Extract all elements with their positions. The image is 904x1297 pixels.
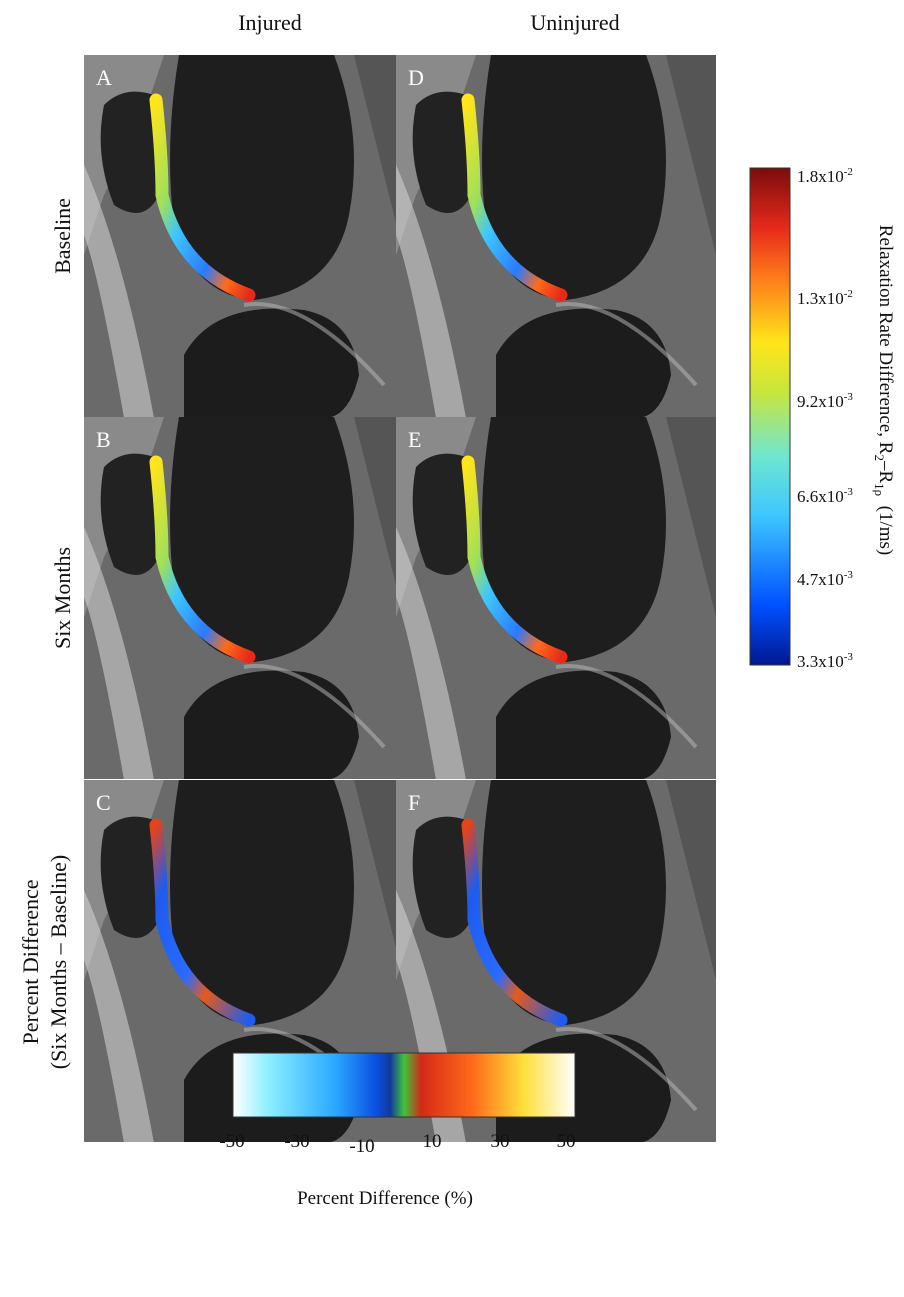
percent-tick-label: -50 xyxy=(219,1131,244,1152)
relaxation-tick-label: 6.6x10-3 xyxy=(797,486,853,506)
column-header: Injured xyxy=(238,10,302,35)
mri-image xyxy=(84,417,404,780)
relaxation-tick-label: 1.3x10-2 xyxy=(797,288,853,308)
knee-anatomy xyxy=(396,55,716,418)
percent-colorbar-label: Percent Difference (%) xyxy=(297,1188,473,1209)
tick-exponent: -2 xyxy=(844,166,853,178)
column-header: Uninjured xyxy=(530,10,619,35)
mri-panel: D xyxy=(396,55,716,418)
relaxation-tick-label: 1.8x10-2 xyxy=(797,166,853,186)
tick-exponent: -3 xyxy=(844,391,854,403)
mri-panel: E xyxy=(396,417,716,780)
panel-letter: E xyxy=(408,427,421,452)
row-label: (Six Months – Baseline) xyxy=(46,855,71,1070)
row-label: Percent Difference xyxy=(18,879,43,1044)
tick-mantissa: 9.2x10 xyxy=(797,392,844,411)
tick-exponent: -2 xyxy=(844,288,853,300)
tick-mantissa: 6.6x10 xyxy=(797,487,844,506)
title-part: Relaxation Rate Difference, R xyxy=(875,225,896,455)
mri-panel: B xyxy=(84,417,404,780)
panel-letter: F xyxy=(408,790,420,815)
mri-panel: A xyxy=(84,55,404,418)
title-sub: 1ρ xyxy=(872,483,887,496)
tick-exponent: -3 xyxy=(844,569,854,581)
knee-anatomy xyxy=(84,417,404,780)
tick-mantissa: 1.3x10 xyxy=(797,289,844,308)
percent-tick-label: 30 xyxy=(491,1131,510,1152)
figure: Injured Uninjured Baseline Six Months Pe… xyxy=(0,0,904,1297)
mri-image xyxy=(84,55,404,418)
percent-tick-label: 50 xyxy=(557,1131,576,1152)
panel-letter: B xyxy=(96,427,111,452)
tick-exponent: -3 xyxy=(844,486,854,498)
mri-image xyxy=(396,417,716,780)
tick-mantissa: 1.8x10 xyxy=(797,167,844,186)
row-label: Baseline xyxy=(50,198,75,274)
title-part: (1/ms) xyxy=(875,496,896,555)
panel-letter: D xyxy=(408,65,424,90)
relaxation-tick-label: 9.2x10-3 xyxy=(797,391,853,411)
relaxation-tick-label: 4.7x10-3 xyxy=(797,569,853,589)
percent-tick-label: -30 xyxy=(284,1131,309,1152)
tick-mantissa: 4.7x10 xyxy=(797,570,844,589)
percent-colorbar xyxy=(233,1053,575,1117)
relaxation-colorbar-title: Relaxation Rate Difference, R2–R1ρ (1/ms… xyxy=(872,225,896,555)
knee-anatomy xyxy=(84,55,404,418)
relaxation-tick-label: 3.3x10-3 xyxy=(797,651,853,671)
mri-image xyxy=(396,55,716,418)
title-part: –R xyxy=(875,460,896,484)
panel-letter: A xyxy=(96,65,112,90)
panel-letter: C xyxy=(96,790,111,815)
percent-tick-label: -10 xyxy=(349,1136,374,1157)
relaxation-ticks: 1.8x10-21.3x10-29.2x10-36.6x10-34.7x10-3… xyxy=(797,166,853,671)
panel-grid: A B C D E F xyxy=(84,55,716,1143)
relaxation-colorbar xyxy=(750,168,790,665)
percent-tick-label: 10 xyxy=(423,1131,442,1152)
row-label: Six Months xyxy=(50,547,75,649)
tick-mantissa: 3.3x10 xyxy=(797,652,844,671)
knee-anatomy xyxy=(396,417,716,780)
tick-exponent: -3 xyxy=(844,651,854,663)
